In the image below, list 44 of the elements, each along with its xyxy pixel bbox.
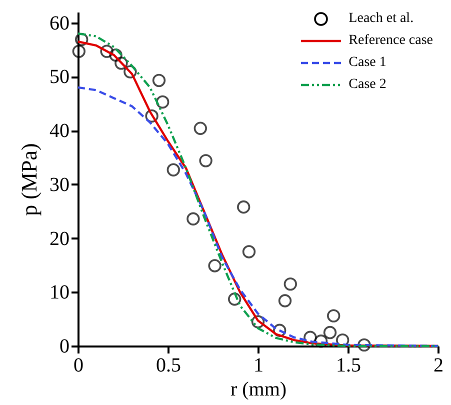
y-tick-label: 20 bbox=[50, 228, 70, 250]
point bbox=[124, 65, 137, 78]
x-tick-label: 1 bbox=[254, 354, 264, 376]
point bbox=[237, 200, 250, 214]
point bbox=[194, 122, 207, 135]
point bbox=[278, 294, 292, 308]
point bbox=[145, 109, 158, 123]
point bbox=[273, 324, 286, 337]
y-axis-title: p (MPa) bbox=[16, 143, 42, 216]
point bbox=[323, 326, 337, 340]
point bbox=[251, 315, 265, 328]
y-tick-label: 50 bbox=[50, 66, 70, 88]
x-axis-title: r (mm) bbox=[230, 378, 287, 400]
legend-label: Case 2 bbox=[348, 77, 386, 93]
point bbox=[186, 212, 200, 226]
point bbox=[242, 245, 256, 258]
point bbox=[100, 44, 114, 58]
point bbox=[109, 48, 122, 62]
point bbox=[75, 32, 88, 46]
x-tick-label: 2 bbox=[434, 354, 444, 376]
y-tick-label: 10 bbox=[50, 282, 70, 304]
point bbox=[114, 56, 128, 70]
point bbox=[166, 163, 180, 176]
point bbox=[199, 154, 212, 168]
y-tick-label: 30 bbox=[50, 174, 70, 196]
point bbox=[228, 292, 242, 306]
point bbox=[72, 44, 86, 58]
x-tick-label: 1.5 bbox=[336, 354, 361, 376]
y-tick-label: 40 bbox=[50, 120, 70, 142]
point bbox=[208, 259, 222, 272]
y-tick-label: 0 bbox=[60, 336, 70, 358]
point bbox=[156, 95, 170, 109]
point bbox=[314, 334, 328, 348]
y-tick-label: 60 bbox=[50, 12, 70, 34]
legend-label: Leach et al. bbox=[348, 11, 414, 27]
point bbox=[284, 277, 297, 291]
point bbox=[152, 74, 166, 88]
point bbox=[358, 338, 371, 352]
x-tick-label: 0.5 bbox=[156, 354, 181, 376]
point bbox=[304, 330, 317, 344]
legend-label: Reference case bbox=[348, 33, 433, 49]
x-tick-label: 0 bbox=[74, 354, 84, 376]
legend-label: Case 1 bbox=[348, 55, 386, 71]
point bbox=[327, 309, 340, 322]
